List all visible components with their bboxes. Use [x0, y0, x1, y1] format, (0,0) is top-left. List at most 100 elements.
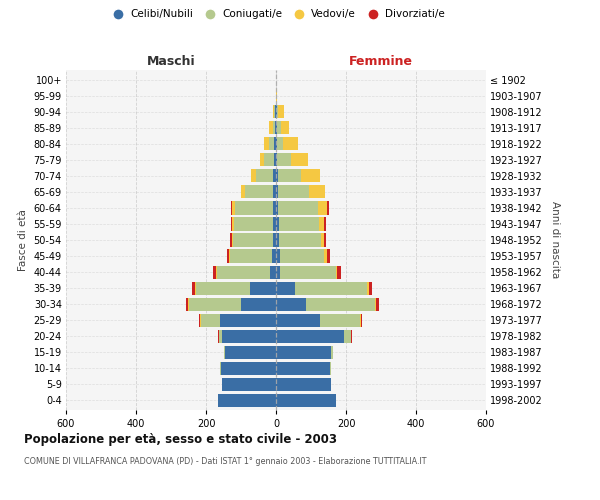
Bar: [276, 137, 277, 150]
Text: Femmine: Femmine: [349, 56, 413, 68]
Bar: [227, 250, 229, 262]
Bar: [219, 330, 222, 343]
Bar: [328, 202, 329, 214]
Bar: [360, 314, 361, 327]
Bar: [220, 314, 276, 327]
Text: Popolazione per età, sesso e stato civile - 2003: Popolazione per età, sesso e stato civil…: [24, 432, 337, 446]
Bar: [280, 266, 335, 278]
Bar: [335, 266, 337, 278]
Bar: [276, 153, 277, 166]
Bar: [218, 394, 276, 407]
Bar: [186, 298, 188, 310]
Bar: [241, 298, 276, 310]
Bar: [218, 330, 219, 343]
Bar: [276, 346, 331, 359]
Bar: [272, 250, 276, 262]
Bar: [192, 282, 195, 294]
Bar: [281, 121, 289, 134]
Bar: [222, 378, 276, 391]
Bar: [319, 218, 324, 230]
Bar: [276, 394, 336, 407]
Bar: [276, 250, 280, 262]
Bar: [275, 105, 276, 118]
Bar: [273, 170, 276, 182]
Bar: [232, 218, 234, 230]
Bar: [350, 330, 351, 343]
Y-axis label: Anni di nascita: Anni di nascita: [550, 202, 560, 278]
Bar: [369, 282, 372, 294]
Bar: [330, 362, 331, 375]
Bar: [256, 170, 273, 182]
Bar: [234, 218, 272, 230]
Bar: [274, 105, 275, 118]
Y-axis label: Fasce di età: Fasce di età: [18, 209, 28, 271]
Bar: [278, 170, 301, 182]
Text: COMUNE DI VILLAFRANCA PADOVANA (PD) - Dati ISTAT 1° gennaio 2003 - Elaborazione : COMUNE DI VILLAFRANCA PADOVANA (PD) - Da…: [24, 458, 427, 466]
Bar: [301, 170, 320, 182]
Bar: [221, 362, 276, 375]
Bar: [276, 170, 278, 182]
Bar: [276, 266, 280, 278]
Bar: [277, 153, 290, 166]
Bar: [276, 378, 331, 391]
Bar: [283, 137, 298, 150]
Bar: [276, 234, 279, 246]
Bar: [201, 314, 220, 327]
Bar: [196, 282, 250, 294]
Bar: [276, 298, 306, 310]
Bar: [241, 186, 245, 198]
Bar: [274, 137, 276, 150]
Bar: [279, 234, 321, 246]
Bar: [317, 202, 328, 214]
Bar: [269, 137, 274, 150]
Bar: [276, 314, 320, 327]
Bar: [195, 282, 196, 294]
Bar: [331, 346, 333, 359]
Bar: [225, 346, 276, 359]
Bar: [276, 105, 277, 118]
Bar: [274, 153, 276, 166]
Bar: [233, 234, 272, 246]
Bar: [276, 218, 279, 230]
Bar: [320, 314, 360, 327]
Bar: [278, 202, 317, 214]
Bar: [231, 202, 232, 214]
Bar: [245, 186, 272, 198]
Bar: [276, 362, 330, 375]
Bar: [295, 282, 367, 294]
Bar: [344, 330, 350, 343]
Bar: [231, 218, 232, 230]
Bar: [230, 250, 272, 262]
Bar: [272, 121, 275, 134]
Bar: [306, 298, 375, 310]
Bar: [250, 282, 276, 294]
Bar: [230, 234, 232, 246]
Bar: [309, 186, 325, 198]
Bar: [260, 153, 265, 166]
Bar: [272, 218, 276, 230]
Bar: [277, 121, 281, 134]
Bar: [270, 266, 276, 278]
Text: Maschi: Maschi: [146, 56, 196, 68]
Bar: [321, 234, 325, 246]
Bar: [188, 298, 241, 310]
Bar: [276, 330, 344, 343]
Bar: [375, 298, 376, 310]
Bar: [361, 314, 362, 327]
Bar: [222, 330, 276, 343]
Bar: [276, 282, 295, 294]
Bar: [325, 234, 326, 246]
Bar: [217, 266, 270, 278]
Bar: [232, 202, 235, 214]
Bar: [276, 186, 278, 198]
Legend: Celibi/Nubili, Coniugati/e, Vedovi/e, Divorziati/e: Celibi/Nubili, Coniugati/e, Vedovi/e, Di…: [103, 5, 449, 24]
Bar: [376, 298, 379, 310]
Bar: [229, 250, 230, 262]
Bar: [216, 266, 217, 278]
Bar: [273, 105, 274, 118]
Bar: [324, 218, 326, 230]
Bar: [351, 330, 352, 343]
Bar: [276, 202, 278, 214]
Bar: [367, 282, 369, 294]
Bar: [327, 250, 330, 262]
